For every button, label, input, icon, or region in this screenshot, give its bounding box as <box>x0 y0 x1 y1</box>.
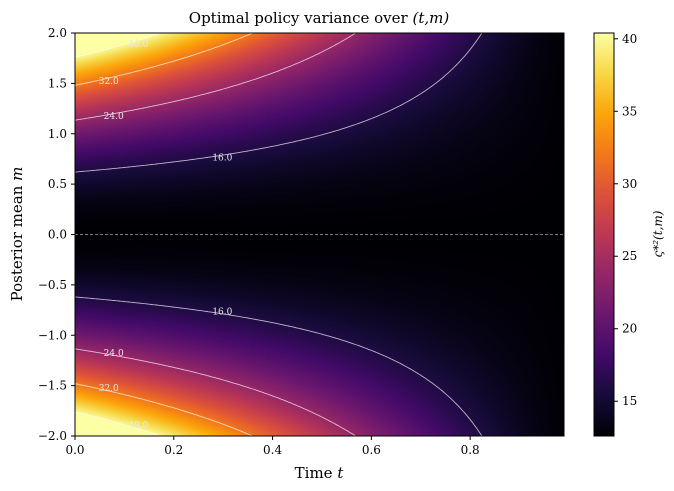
x-tick-label: 0.8 <box>461 443 480 457</box>
y-tick-label: −2.0 <box>38 429 67 443</box>
contour-label: 32.0 <box>99 384 119 394</box>
contour-lines: 16.0 16.0 24.0 24.0 32.0 32.0 40.0 40.0 <box>75 33 483 436</box>
x-axis-ticks: 0.0 0.2 0.4 0.6 0.8 <box>65 436 480 457</box>
y-axis-ticks: 2.0 1.5 1.0 0.5 0.0 −0.5 −1.0 −1.5 −2.0 <box>38 26 75 443</box>
contour-line <box>75 348 357 436</box>
colorbar-tick-label: 30 <box>622 177 637 191</box>
y-tick-label: −1.0 <box>38 328 67 342</box>
contour-label: 24.0 <box>104 349 124 359</box>
chart-title: Optimal policy variance over (t,m) <box>189 9 450 27</box>
contour-line <box>75 411 162 436</box>
contour-label: 40.0 <box>128 421 148 431</box>
contour-label: 24.0 <box>104 112 124 122</box>
y-tick-label: 1.0 <box>48 127 67 141</box>
colorbar-tick-label: 25 <box>622 249 637 263</box>
contour-label: 32.0 <box>99 77 119 87</box>
colorbar-tick-label: 20 <box>622 322 637 336</box>
x-axis-label: Time t <box>295 464 345 482</box>
colorbar-tick-label: 15 <box>622 394 637 408</box>
colorbar-tick-label: 35 <box>622 104 637 118</box>
colorbar-tick-label: 40 <box>622 32 637 46</box>
colorbar-ticks: 15 20 25 30 35 40 <box>614 32 637 408</box>
x-tick-label: 0.2 <box>164 443 183 457</box>
contour-label: 16.0 <box>212 308 232 318</box>
x-tick-label: 0.6 <box>362 443 381 457</box>
colorbar-label: ς*²(t,m) <box>651 210 665 257</box>
contour-line <box>75 383 254 436</box>
contour-line <box>75 33 162 58</box>
contour-label: 16.0 <box>212 153 232 163</box>
y-tick-label: −0.5 <box>38 278 67 292</box>
contour-line <box>75 33 254 86</box>
y-tick-label: 0.0 <box>48 228 67 242</box>
contour-line <box>75 296 483 436</box>
colorbar <box>593 32 615 437</box>
contour-line <box>75 33 357 121</box>
contour-line <box>75 33 483 173</box>
x-tick-label: 0.0 <box>65 443 84 457</box>
y-tick-label: 0.5 <box>48 177 67 191</box>
x-tick-label: 0.4 <box>263 443 282 457</box>
contour-label: 40.0 <box>128 40 148 50</box>
y-tick-label: −1.5 <box>38 379 67 393</box>
y-axis-label: Posterior mean m <box>8 167 26 302</box>
y-tick-label: 1.5 <box>48 76 67 90</box>
y-tick-label: 2.0 <box>48 26 67 40</box>
